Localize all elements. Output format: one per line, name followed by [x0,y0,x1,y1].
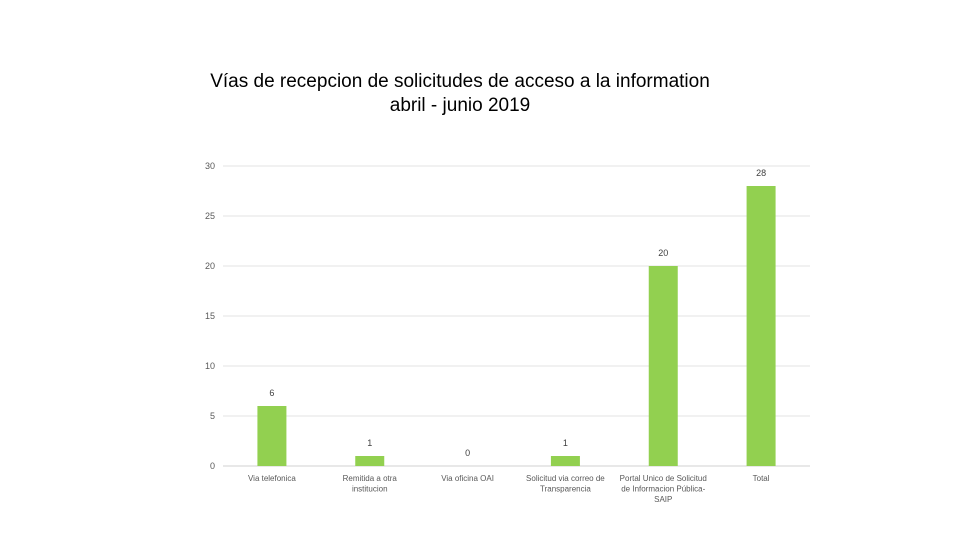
bar [355,456,385,466]
data-label: 1 [367,438,372,448]
y-tick-label: 0 [210,461,215,471]
chart-title-line-2: abril - junio 2019 [389,95,531,116]
data-label: 0 [465,448,470,458]
y-tick-label: 10 [205,361,215,371]
y-tick-label: 25 [205,211,215,221]
y-tick-label: 30 [205,161,215,171]
bar [648,266,678,466]
bar [746,186,776,466]
x-tick-label: Total [753,474,770,483]
x-tick-label: Via telefonica [248,474,296,483]
x-tick-label: Portal Unico de Solicitud de Informacion … [620,474,707,504]
data-label: 20 [658,248,668,258]
x-tick-label: Remitida a otra institucion [343,474,398,494]
data-label: 6 [269,388,274,398]
x-tick-label: Solicitud via correo de Transparencia [526,474,605,494]
chart-title-line-1: Vías de recepcion de solicitudes de acce… [210,71,710,92]
y-tick-label: 5 [210,411,215,421]
bar [550,456,580,466]
chart-title: Vías de recepcion de solicitudes de acce… [0,70,920,118]
data-label: 28 [756,168,766,178]
bar [257,406,287,466]
x-tick-label: Via oficina OAI [441,474,494,483]
y-tick-label: 15 [205,311,215,321]
y-tick-label: 20 [205,261,215,271]
data-label: 1 [563,438,568,448]
